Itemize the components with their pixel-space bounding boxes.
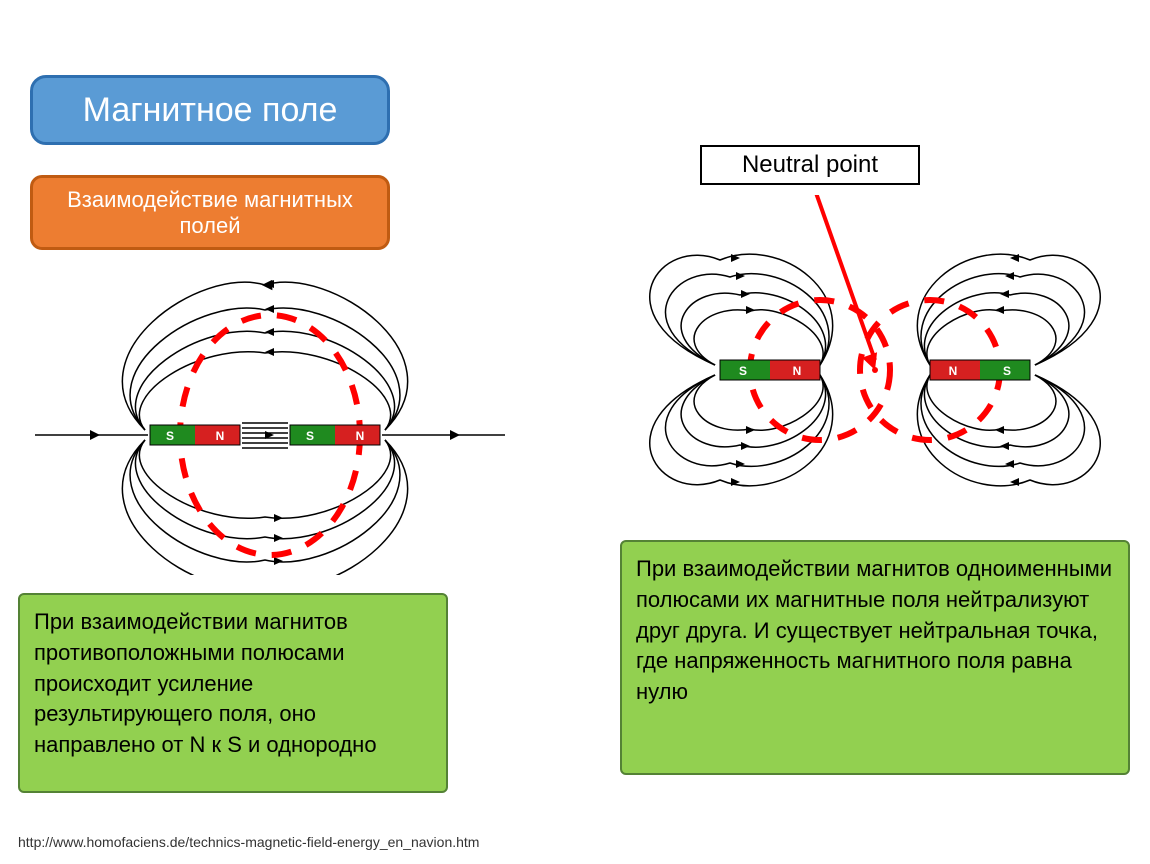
svg-text:S: S — [306, 429, 314, 443]
subtitle-box: Взаимодействие магнитных полей — [30, 175, 390, 250]
svg-text:S: S — [739, 364, 747, 378]
info-attraction-text: При взаимодействии магнитов противополож… — [18, 593, 448, 793]
info-repulsion-text: При взаимодействии магнитов одноименными… — [620, 540, 1130, 775]
title-box: Магнитное поле — [30, 75, 390, 145]
diagram-repulsion: S N N S — [620, 195, 1130, 525]
svg-text:N: N — [793, 364, 802, 378]
svg-text:N: N — [356, 429, 365, 443]
svg-text:N: N — [949, 364, 958, 378]
source-url: http://www.homofaciens.de/technics-magne… — [18, 834, 479, 850]
svg-text:S: S — [166, 429, 174, 443]
diagram-attraction: S N S N — [30, 275, 510, 575]
neutral-point-label: Neutral point — [700, 145, 920, 185]
svg-text:N: N — [216, 429, 225, 443]
svg-text:S: S — [1003, 364, 1011, 378]
